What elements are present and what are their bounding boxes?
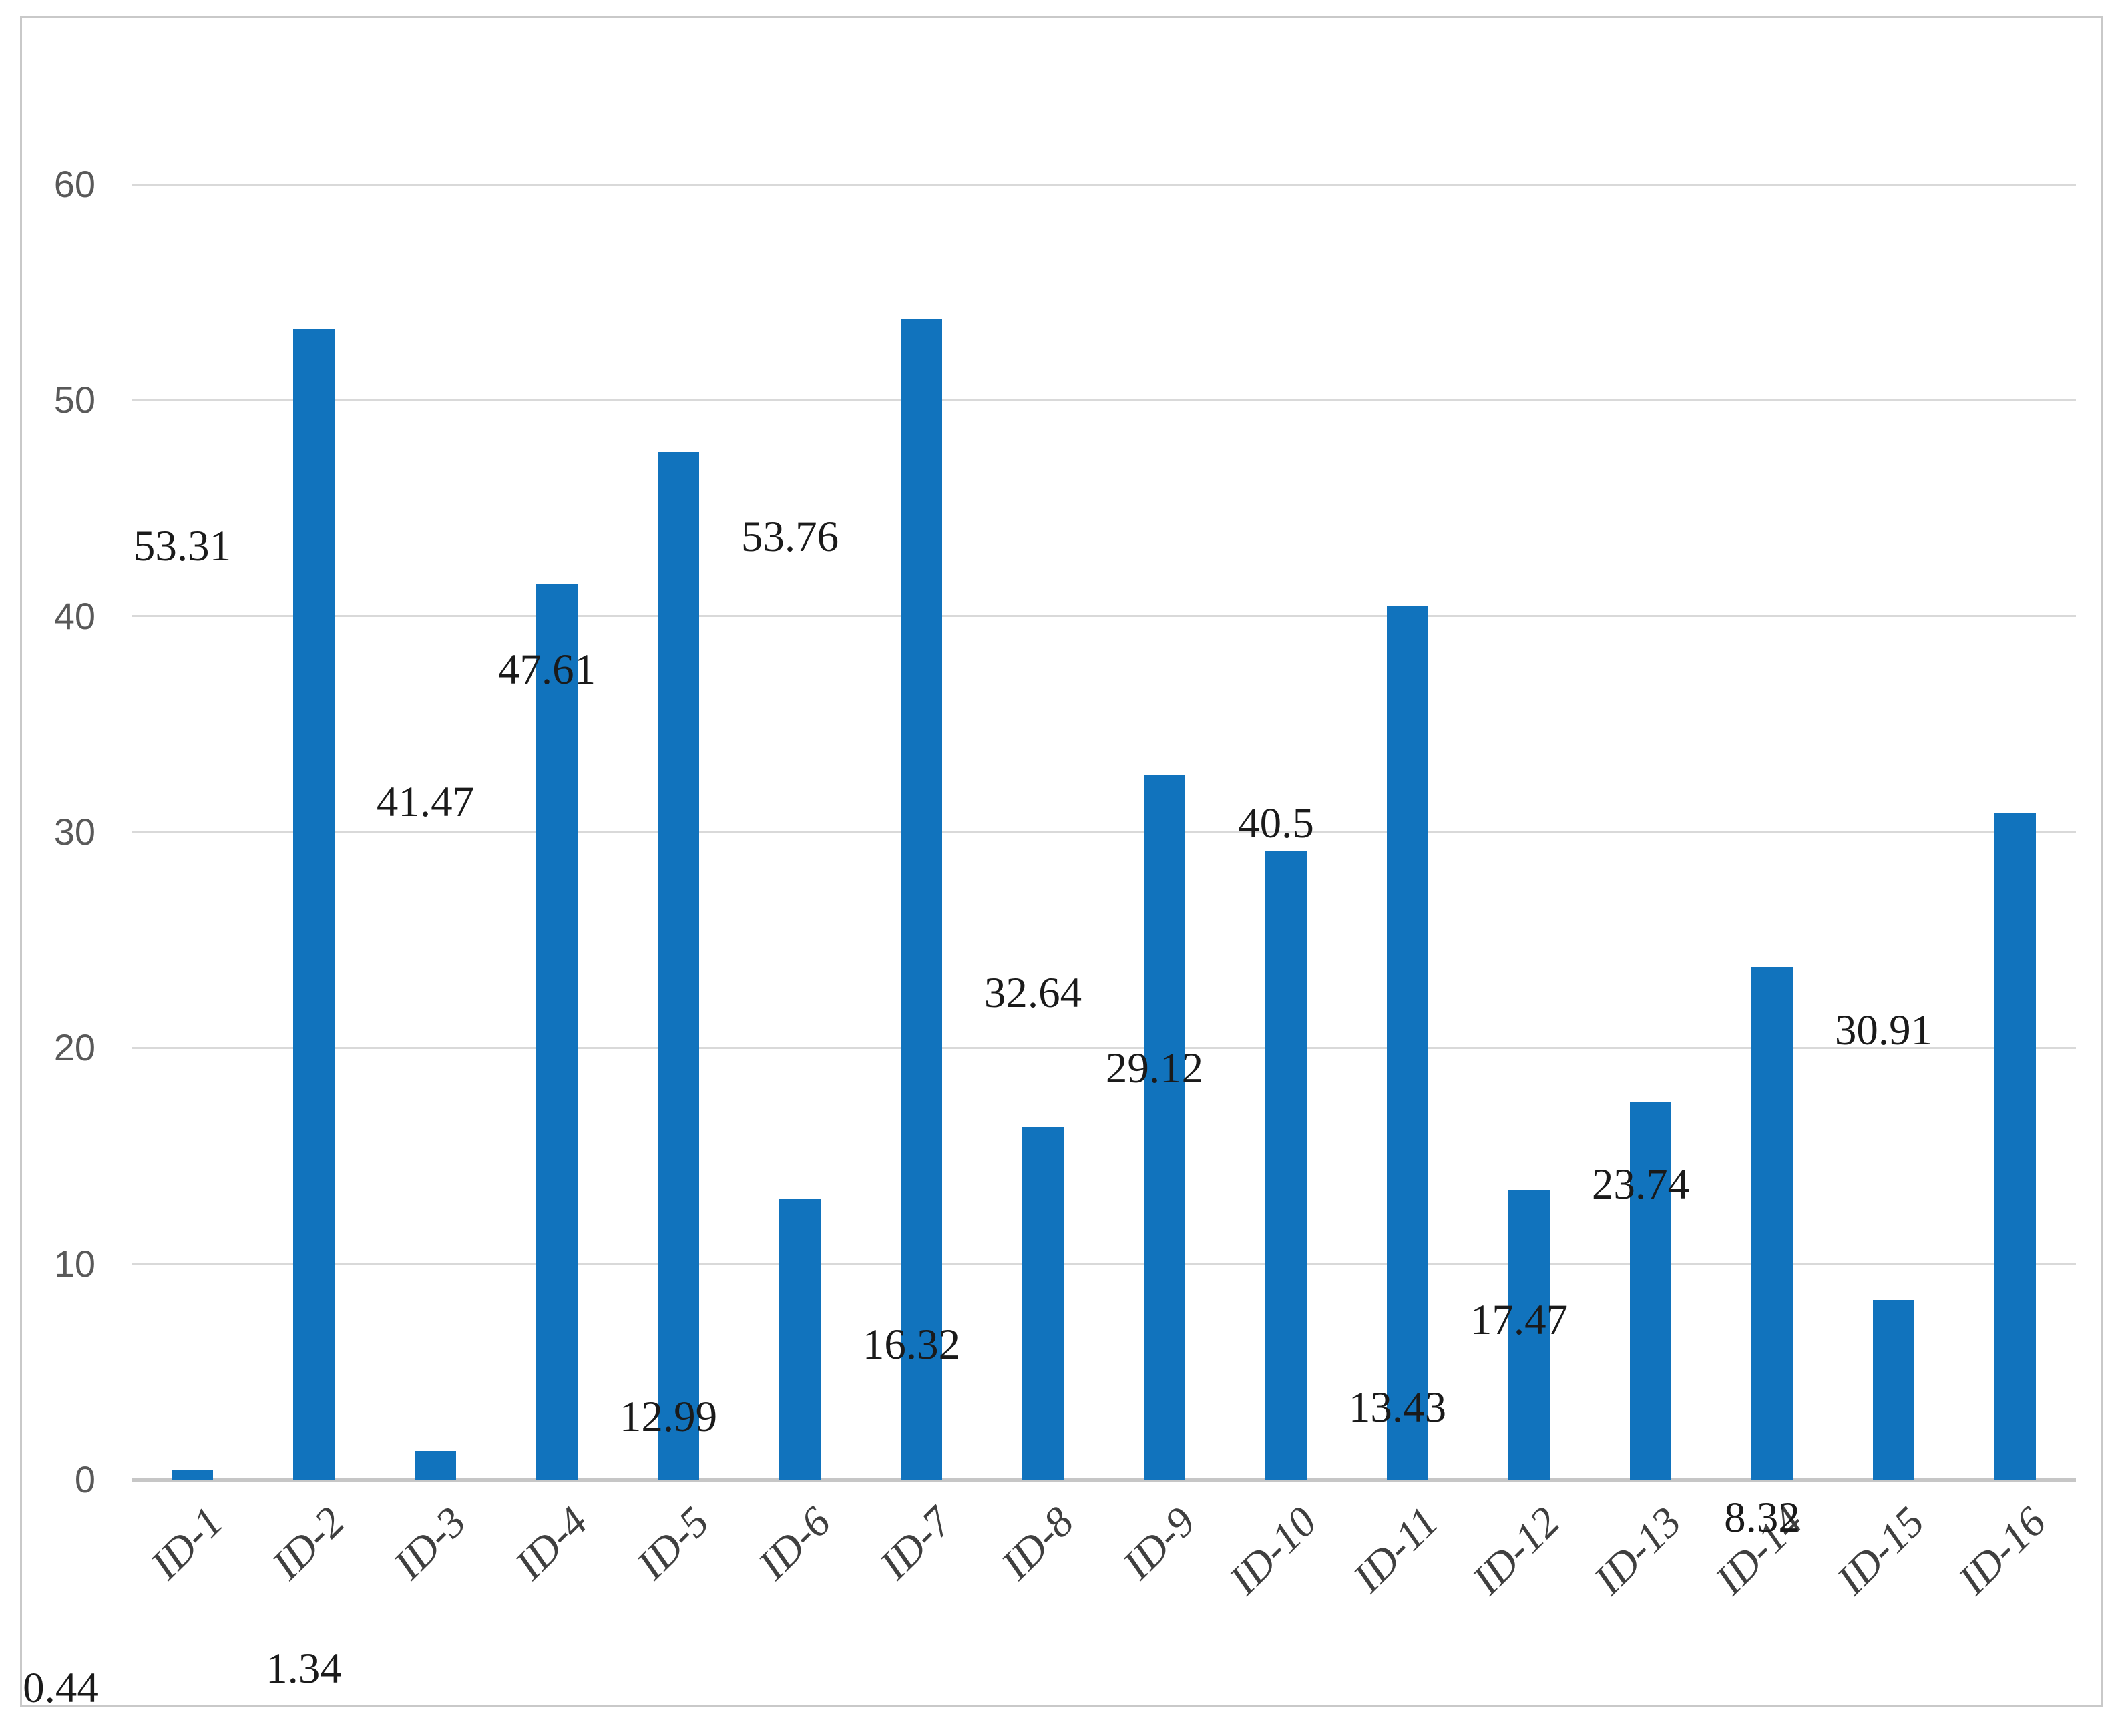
y-tick-label: 60: [53, 163, 95, 205]
y-tick-label: 20: [53, 1026, 95, 1069]
bar-ID-6: [779, 1199, 821, 1480]
bar-ID-3: [415, 1450, 456, 1480]
bar-value-label: 17.47: [1470, 1296, 1568, 1345]
y-tick-label: 30: [53, 811, 95, 853]
gridline: [132, 615, 2076, 618]
bar-value-label: 47.61: [497, 645, 596, 694]
plot-area: [132, 183, 2076, 1482]
bar-value-label: 8.32: [1724, 1494, 1800, 1542]
bar-value-label: 53.31: [133, 522, 232, 571]
bar-ID-16: [1994, 812, 2036, 1480]
bar-value-label: 12.99: [619, 1393, 718, 1441]
bar-ID-8: [1022, 1127, 1064, 1480]
bar-ID-7: [901, 318, 942, 1480]
bar-value-label: 23.74: [1591, 1160, 1690, 1209]
y-tick-label: 10: [53, 1242, 95, 1285]
bar-ID-14: [1751, 967, 1793, 1480]
bar-ID-12: [1508, 1189, 1550, 1480]
y-tick-label: 50: [53, 379, 95, 421]
bar-value-label: 1.34: [266, 1644, 342, 1693]
bar-ID-4: [536, 584, 578, 1480]
bar-ID-5: [658, 451, 699, 1480]
bar-value-label: 29.12: [1105, 1044, 1204, 1093]
gridline: [132, 1046, 2076, 1049]
bar-value-label: 30.91: [1834, 1006, 1933, 1054]
bar-value-label: 32.64: [984, 968, 1082, 1017]
bar-ID-1: [172, 1470, 213, 1480]
bar-ID-9: [1144, 775, 1185, 1480]
y-tick-label: 0: [74, 1458, 95, 1500]
x-axis-line: [132, 1478, 2076, 1482]
y-tick-label: 40: [53, 594, 95, 637]
gridline: [132, 831, 2076, 833]
bar-ID-13: [1630, 1102, 1671, 1480]
bar-ID-15: [1873, 1300, 1914, 1480]
gridline: [132, 183, 2076, 186]
bar-value-label: 41.47: [376, 778, 475, 827]
bar-value-label: 53.76: [740, 512, 839, 561]
bar-value-label: 13.43: [1348, 1383, 1447, 1432]
bar-value-label: 16.32: [862, 1321, 961, 1369]
bar-value-label: 0.44: [23, 1663, 99, 1712]
bar-ID-11: [1387, 605, 1428, 1480]
bar-ID-10: [1265, 851, 1307, 1480]
bar-ID-2: [293, 329, 335, 1480]
gridline: [132, 399, 2076, 401]
gridline: [132, 1263, 2076, 1265]
bar-value-label: 40.5: [1238, 799, 1314, 847]
